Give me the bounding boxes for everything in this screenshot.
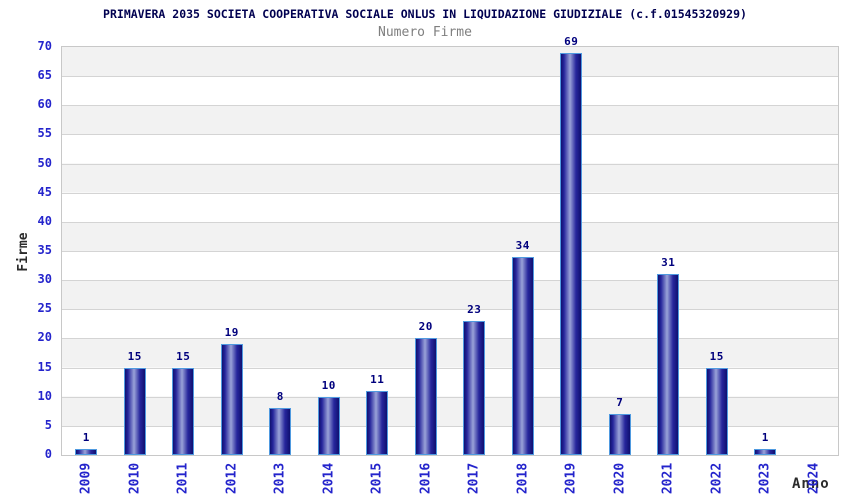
x-tick-label-2022: 2022 <box>709 462 725 495</box>
gridline <box>62 280 838 282</box>
gridline <box>62 105 838 107</box>
y-tick-label: 35 <box>37 243 52 257</box>
bar-2019 <box>560 52 583 455</box>
bar-2020 <box>608 414 631 455</box>
gridline <box>62 134 838 136</box>
bar-value-label: 1 <box>82 431 90 445</box>
bar-2022 <box>705 367 728 455</box>
y-tick-label: 15 <box>37 359 52 374</box>
gridline <box>62 338 838 340</box>
y-tick-label: 10 <box>37 388 52 403</box>
bar-value-label: 69 <box>564 34 579 48</box>
bar-2023 <box>754 449 777 455</box>
bar-value-label: 8 <box>276 390 284 404</box>
y-tick-label: 20 <box>37 330 52 345</box>
x-tick-label-2016: 2016 <box>418 462 434 495</box>
x-tick-label-2014: 2014 <box>321 462 337 495</box>
x-tick-label-2019: 2019 <box>563 462 579 495</box>
x-tick-label-2023: 2023 <box>757 462 773 495</box>
x-axis-title: Anno <box>792 476 830 492</box>
x-tick-label-2024: 2024 <box>806 462 822 495</box>
bar-value-label: 15 <box>709 349 724 363</box>
bar-value-label: 31 <box>661 256 676 270</box>
x-tick-label-2017: 2017 <box>466 462 482 495</box>
x-tick-label-2012: 2012 <box>224 462 240 495</box>
plot-area: 1 15 15 19 8 10 11 20 23 34 69 7 31 15 1 <box>61 35 839 456</box>
bar-value-label: 11 <box>370 372 385 386</box>
gridline <box>62 251 838 252</box>
x-tick-label-2011: 2011 <box>175 462 191 495</box>
gridline <box>62 221 838 223</box>
gridline <box>62 425 838 427</box>
y-tick-label: 60 <box>37 97 52 112</box>
bar-2011 <box>172 367 195 455</box>
bar-value-label: 23 <box>467 302 482 316</box>
bar-2014 <box>317 396 340 455</box>
bar-value-label: 7 <box>616 396 624 410</box>
x-tick-label-2020: 2020 <box>612 462 628 495</box>
gridline <box>62 396 838 398</box>
gridline <box>62 76 838 78</box>
bar-2016 <box>414 338 437 455</box>
x-tick-label-2015: 2015 <box>369 462 385 495</box>
y-tick-label: 0 <box>44 447 52 461</box>
bar-2018 <box>511 256 534 455</box>
gridline <box>62 309 838 311</box>
bar-value-label: 1 <box>761 431 769 445</box>
chart-title: PRIMAVERA 2035 SOCIETA COOPERATIVA SOCIA… <box>103 7 747 21</box>
bar-value-label: 34 <box>515 238 530 252</box>
bar-2015 <box>366 390 389 455</box>
gridline <box>62 192 838 194</box>
chart-subtitle: Numero Firme <box>378 25 472 40</box>
y-tick-label: 45 <box>37 184 52 199</box>
x-tick-label-2021: 2021 <box>660 462 676 495</box>
y-tick-label: 55 <box>37 126 52 141</box>
bar-2010 <box>123 367 146 455</box>
gridline <box>62 367 838 369</box>
y-tick-label: 50 <box>37 155 52 170</box>
bar-2021 <box>657 274 680 455</box>
x-tick-label-2018: 2018 <box>515 462 531 495</box>
y-tick-label: 5 <box>44 417 52 432</box>
bar-value-label: 10 <box>321 378 336 392</box>
x-tick-label-2010: 2010 <box>127 462 143 495</box>
bar-2017 <box>463 320 486 455</box>
bar-value-label: 15 <box>176 349 191 363</box>
y-tick-label: 65 <box>37 68 52 83</box>
bar-2009 <box>75 449 98 455</box>
bar-2013 <box>269 408 292 455</box>
y-tick-label: 70 <box>37 39 52 53</box>
bar-2012 <box>220 344 243 455</box>
y-tick-label: 30 <box>37 272 52 287</box>
bar-value-label: 15 <box>127 349 142 363</box>
bar-value-label: 19 <box>224 326 239 340</box>
gridline <box>62 163 838 165</box>
y-tick-label: 25 <box>37 301 52 316</box>
y-tick-label: 40 <box>37 213 52 228</box>
x-tick-label-2009: 2009 <box>78 462 94 495</box>
x-tick-label-2013: 2013 <box>272 462 288 495</box>
bar-value-label: 20 <box>418 320 433 334</box>
